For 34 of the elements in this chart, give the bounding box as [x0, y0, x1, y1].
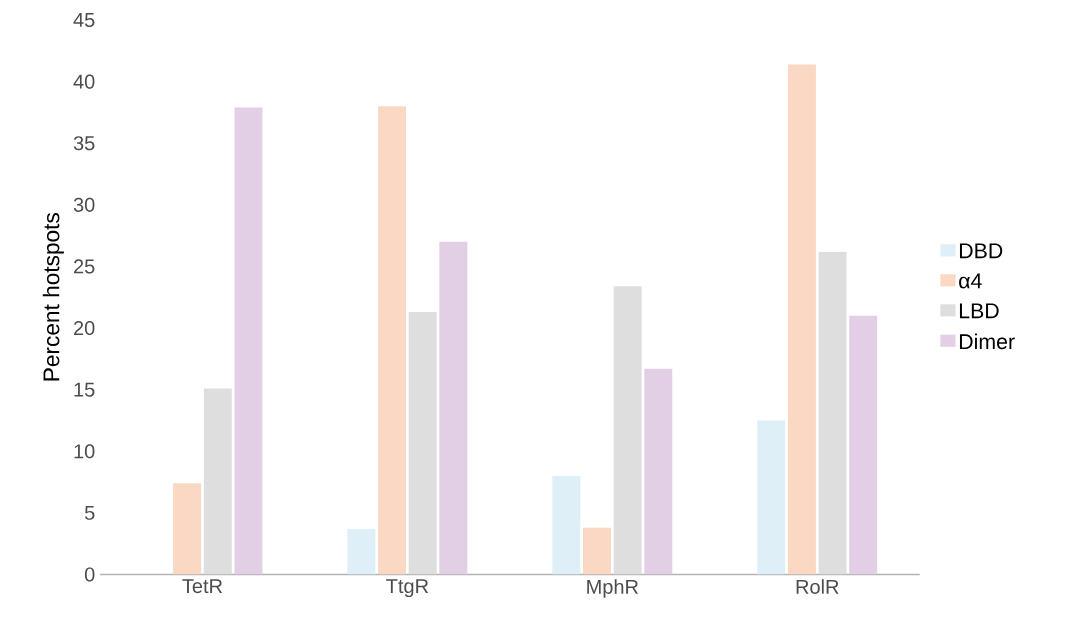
y-tick-label: 15 [74, 382, 95, 397]
bar [582, 527, 611, 575]
bar [818, 251, 847, 575]
x-tick-label: RolR [796, 579, 839, 594]
y-tick-label: 30 [73, 197, 95, 212]
bar [644, 368, 673, 575]
legend-label: LBD [959, 303, 999, 319]
y-tick-label: 20 [74, 320, 95, 336]
bar [552, 475, 581, 575]
bar [757, 420, 786, 575]
bar [378, 106, 407, 575]
x-tick-label: MphR [587, 579, 639, 598]
bar [439, 241, 468, 575]
y-tick-label: 35 [73, 136, 95, 151]
legend-label: DBD [959, 243, 1003, 259]
y-axis-title: Percent hotspots [42, 213, 64, 381]
bar [787, 64, 816, 575]
bar [849, 315, 878, 575]
bar [173, 483, 202, 575]
y-tick-label: 45 [73, 12, 95, 27]
bar [408, 311, 437, 575]
bar [203, 388, 232, 575]
legend-label: α4 [959, 273, 982, 289]
legend-label: Dimer [959, 333, 1015, 350]
y-tick-label: 0 [84, 567, 95, 582]
y-tick-label: 5 [84, 505, 95, 520]
x-tick-label: TetR [182, 579, 223, 594]
y-tick-label: 10 [74, 444, 95, 459]
bar [613, 286, 642, 575]
x-tick-label: TtgR [386, 579, 429, 598]
bar [234, 107, 263, 575]
y-tick-label: 40 [73, 74, 95, 89]
bar [347, 528, 376, 575]
y-tick-label: 25 [74, 259, 95, 274]
